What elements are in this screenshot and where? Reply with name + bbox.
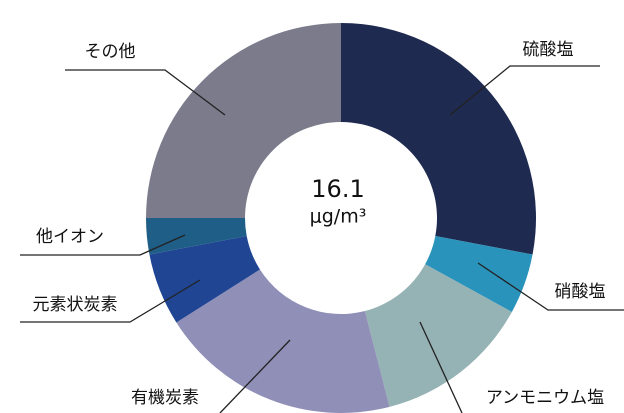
leader-line xyxy=(20,279,201,323)
donut-slice xyxy=(341,23,537,255)
donut-slice xyxy=(146,23,341,218)
center-unit: μg/m³ xyxy=(310,206,367,228)
donut-slice xyxy=(146,218,247,255)
slice-label: 硫酸塩 xyxy=(523,40,574,60)
slice-label: 硝酸塩 xyxy=(555,282,606,302)
slice-label: アンモニウム塩 xyxy=(486,388,604,408)
donut-slice xyxy=(425,235,533,312)
slices xyxy=(146,23,537,413)
leader-line xyxy=(219,339,291,413)
leader-line xyxy=(477,262,624,311)
leader-line xyxy=(419,321,463,413)
slice-label: 元素状炭素 xyxy=(33,295,118,315)
donut-slice xyxy=(364,264,512,407)
slice-label: 有機炭素 xyxy=(131,388,199,408)
leader-line xyxy=(449,65,600,116)
leader-line xyxy=(65,69,226,116)
center-total: 16.1 xyxy=(311,175,364,203)
leader-line xyxy=(20,234,186,256)
donut-slice xyxy=(149,235,260,323)
slice-label: 他イオン xyxy=(36,227,104,247)
slice-label: その他 xyxy=(85,42,136,62)
donut-slice xyxy=(176,269,390,413)
